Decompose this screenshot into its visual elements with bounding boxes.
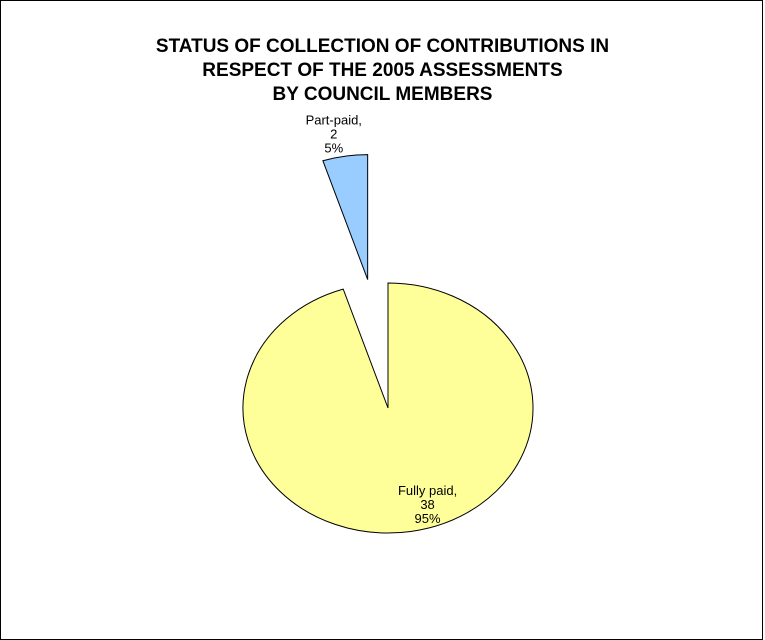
pie-slice-fully-paid: [242, 282, 534, 534]
chart-title: STATUS OF COLLECTION OF CONTRIBUTIONS IN…: [41, 35, 724, 107]
chart-title-line-1: STATUS OF COLLECTION OF CONTRIBUTIONS IN: [155, 36, 610, 57]
chart-title-line-2: RESPECT OF THE 2005 ASSESSMENTS: [202, 60, 563, 81]
slice-label-line: 38: [420, 497, 434, 512]
slice-label-line: 5%: [324, 141, 343, 156]
slice-label-line: 95%: [415, 511, 441, 526]
slice-label-line: 2: [330, 127, 337, 142]
slice-label-part-paid: Part-paid, 2 5%: [306, 113, 362, 156]
pie-slice-part-paid: [322, 154, 369, 280]
slice-label-line: Fully paid,: [398, 483, 457, 498]
slice-label-line: Part-paid,: [306, 113, 362, 128]
slice-label-fully-paid: Fully paid, 38 95%: [398, 483, 457, 526]
chart-title-line-3: BY COUNCIL MEMBERS: [272, 84, 493, 105]
